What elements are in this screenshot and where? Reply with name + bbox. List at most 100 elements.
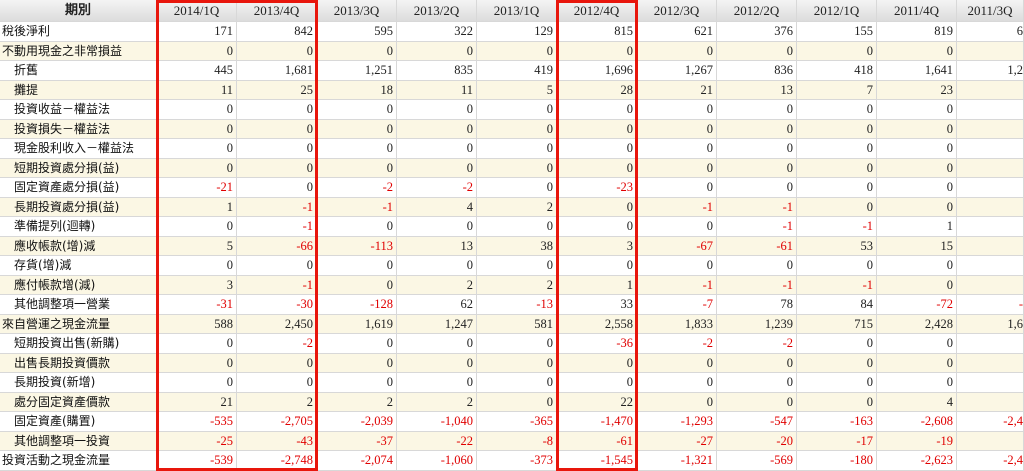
value-cell: 129 (477, 22, 557, 42)
value-cell: 2 (477, 275, 557, 296)
value-cell (957, 256, 1024, 276)
value-cell: 3 (557, 236, 637, 257)
value-cell: 0 (557, 41, 637, 62)
value-cell: 0 (877, 373, 957, 393)
value-cell: 0 (157, 373, 237, 393)
value-cell: -1 (717, 197, 797, 218)
value-cell: 1,681 (237, 61, 317, 81)
value-cell: -30 (237, 295, 317, 315)
value-cell: 0 (877, 158, 957, 179)
value-cell: 0 (157, 353, 237, 374)
value-cell: -547 (717, 412, 797, 432)
value-cell: 171 (157, 22, 237, 42)
value-cell: 0 (397, 334, 477, 354)
value-cell: -8 (477, 431, 557, 452)
row-label: 稅後淨利 (0, 22, 157, 42)
row-label: 應收帳款(增)減 (0, 236, 157, 257)
value-cell: 15 (877, 236, 957, 257)
value-cell: 0 (717, 392, 797, 413)
value-cell: 11 (157, 80, 237, 101)
value-cell (957, 41, 1024, 62)
value-cell: 0 (317, 119, 397, 140)
value-cell: -1 (237, 275, 317, 296)
value-cell: 2 (237, 392, 317, 413)
value-cell: 0 (397, 119, 477, 140)
value-cell: -2,074 (317, 451, 397, 471)
value-cell: 0 (797, 100, 877, 120)
value-cell: -2 (317, 178, 397, 198)
value-cell: -31 (157, 295, 237, 315)
value-cell: 0 (317, 158, 397, 179)
period-header: 2012/3Q (637, 0, 717, 22)
value-cell: -1 (237, 197, 317, 218)
row-label: 固定資產處分損(益) (0, 178, 157, 198)
value-cell: -569 (717, 451, 797, 471)
value-cell: 376 (717, 22, 797, 42)
value-cell: 0 (397, 100, 477, 120)
period-header: 2012/4Q (557, 0, 637, 22)
value-cell: 1 (557, 275, 637, 296)
value-cell: -128 (317, 295, 397, 315)
value-cell: 0 (157, 100, 237, 120)
value-cell: 1,247 (397, 314, 477, 335)
value-cell: 815 (557, 22, 637, 42)
value-cell: 2 (397, 392, 477, 413)
value-cell: -373 (477, 451, 557, 471)
value-cell: 7 (797, 80, 877, 101)
value-cell: -163 (797, 412, 877, 432)
row-label: 存貨(增)減 (0, 256, 157, 276)
value-cell: 38 (477, 236, 557, 257)
value-cell: -22 (397, 431, 477, 452)
value-cell (957, 431, 1024, 452)
value-cell: 1 (877, 217, 957, 237)
value-cell: 0 (797, 392, 877, 413)
value-cell: 13 (717, 80, 797, 101)
value-cell: 0 (477, 334, 557, 354)
value-cell: 0 (237, 119, 317, 140)
row-label: 其他調整項一營業 (0, 295, 157, 315)
period-header: 2013/3Q (317, 0, 397, 22)
row-label: 攤提 (0, 80, 157, 101)
value-cell: -1,321 (637, 451, 717, 471)
value-cell: -1 (717, 217, 797, 237)
value-cell: -13 (477, 295, 557, 315)
value-cell: - (957, 295, 1024, 315)
value-cell: 0 (317, 275, 397, 296)
value-cell: 0 (477, 392, 557, 413)
value-cell: -72 (877, 295, 957, 315)
value-cell: -19 (877, 431, 957, 452)
row-label: 長期投資處分損(益) (0, 197, 157, 218)
value-cell: -61 (557, 431, 637, 452)
value-cell: -2 (717, 334, 797, 354)
value-cell: 1,696 (557, 61, 637, 81)
value-cell: 0 (237, 373, 317, 393)
value-cell: 0 (717, 100, 797, 120)
value-cell: -1 (637, 197, 717, 218)
value-cell: 0 (877, 353, 957, 374)
value-cell: 0 (397, 217, 477, 237)
value-cell: 1,239 (717, 314, 797, 335)
row-label: 處分固定資產價款 (0, 392, 157, 413)
value-cell: 84 (797, 295, 877, 315)
value-cell: -2,705 (237, 412, 317, 432)
value-cell: 0 (317, 334, 397, 354)
value-cell: 0 (477, 41, 557, 62)
value-cell: 0 (717, 178, 797, 198)
period-header: 2014/1Q (157, 0, 237, 22)
value-cell: 2 (397, 275, 477, 296)
value-cell: -365 (477, 412, 557, 432)
value-cell: 0 (797, 373, 877, 393)
value-cell: 0 (157, 41, 237, 62)
row-label: 投資活動之現金流量 (0, 451, 157, 471)
value-cell: 842 (237, 22, 317, 42)
value-cell: -1 (237, 217, 317, 237)
value-cell (957, 100, 1024, 120)
value-cell: -67 (637, 236, 717, 257)
value-cell: 33 (557, 295, 637, 315)
value-cell: 0 (637, 392, 717, 413)
value-cell: 0 (877, 275, 957, 296)
value-cell: 0 (637, 139, 717, 159)
value-cell: 0 (557, 100, 637, 120)
value-cell: -20 (717, 431, 797, 452)
value-cell: -17 (797, 431, 877, 452)
